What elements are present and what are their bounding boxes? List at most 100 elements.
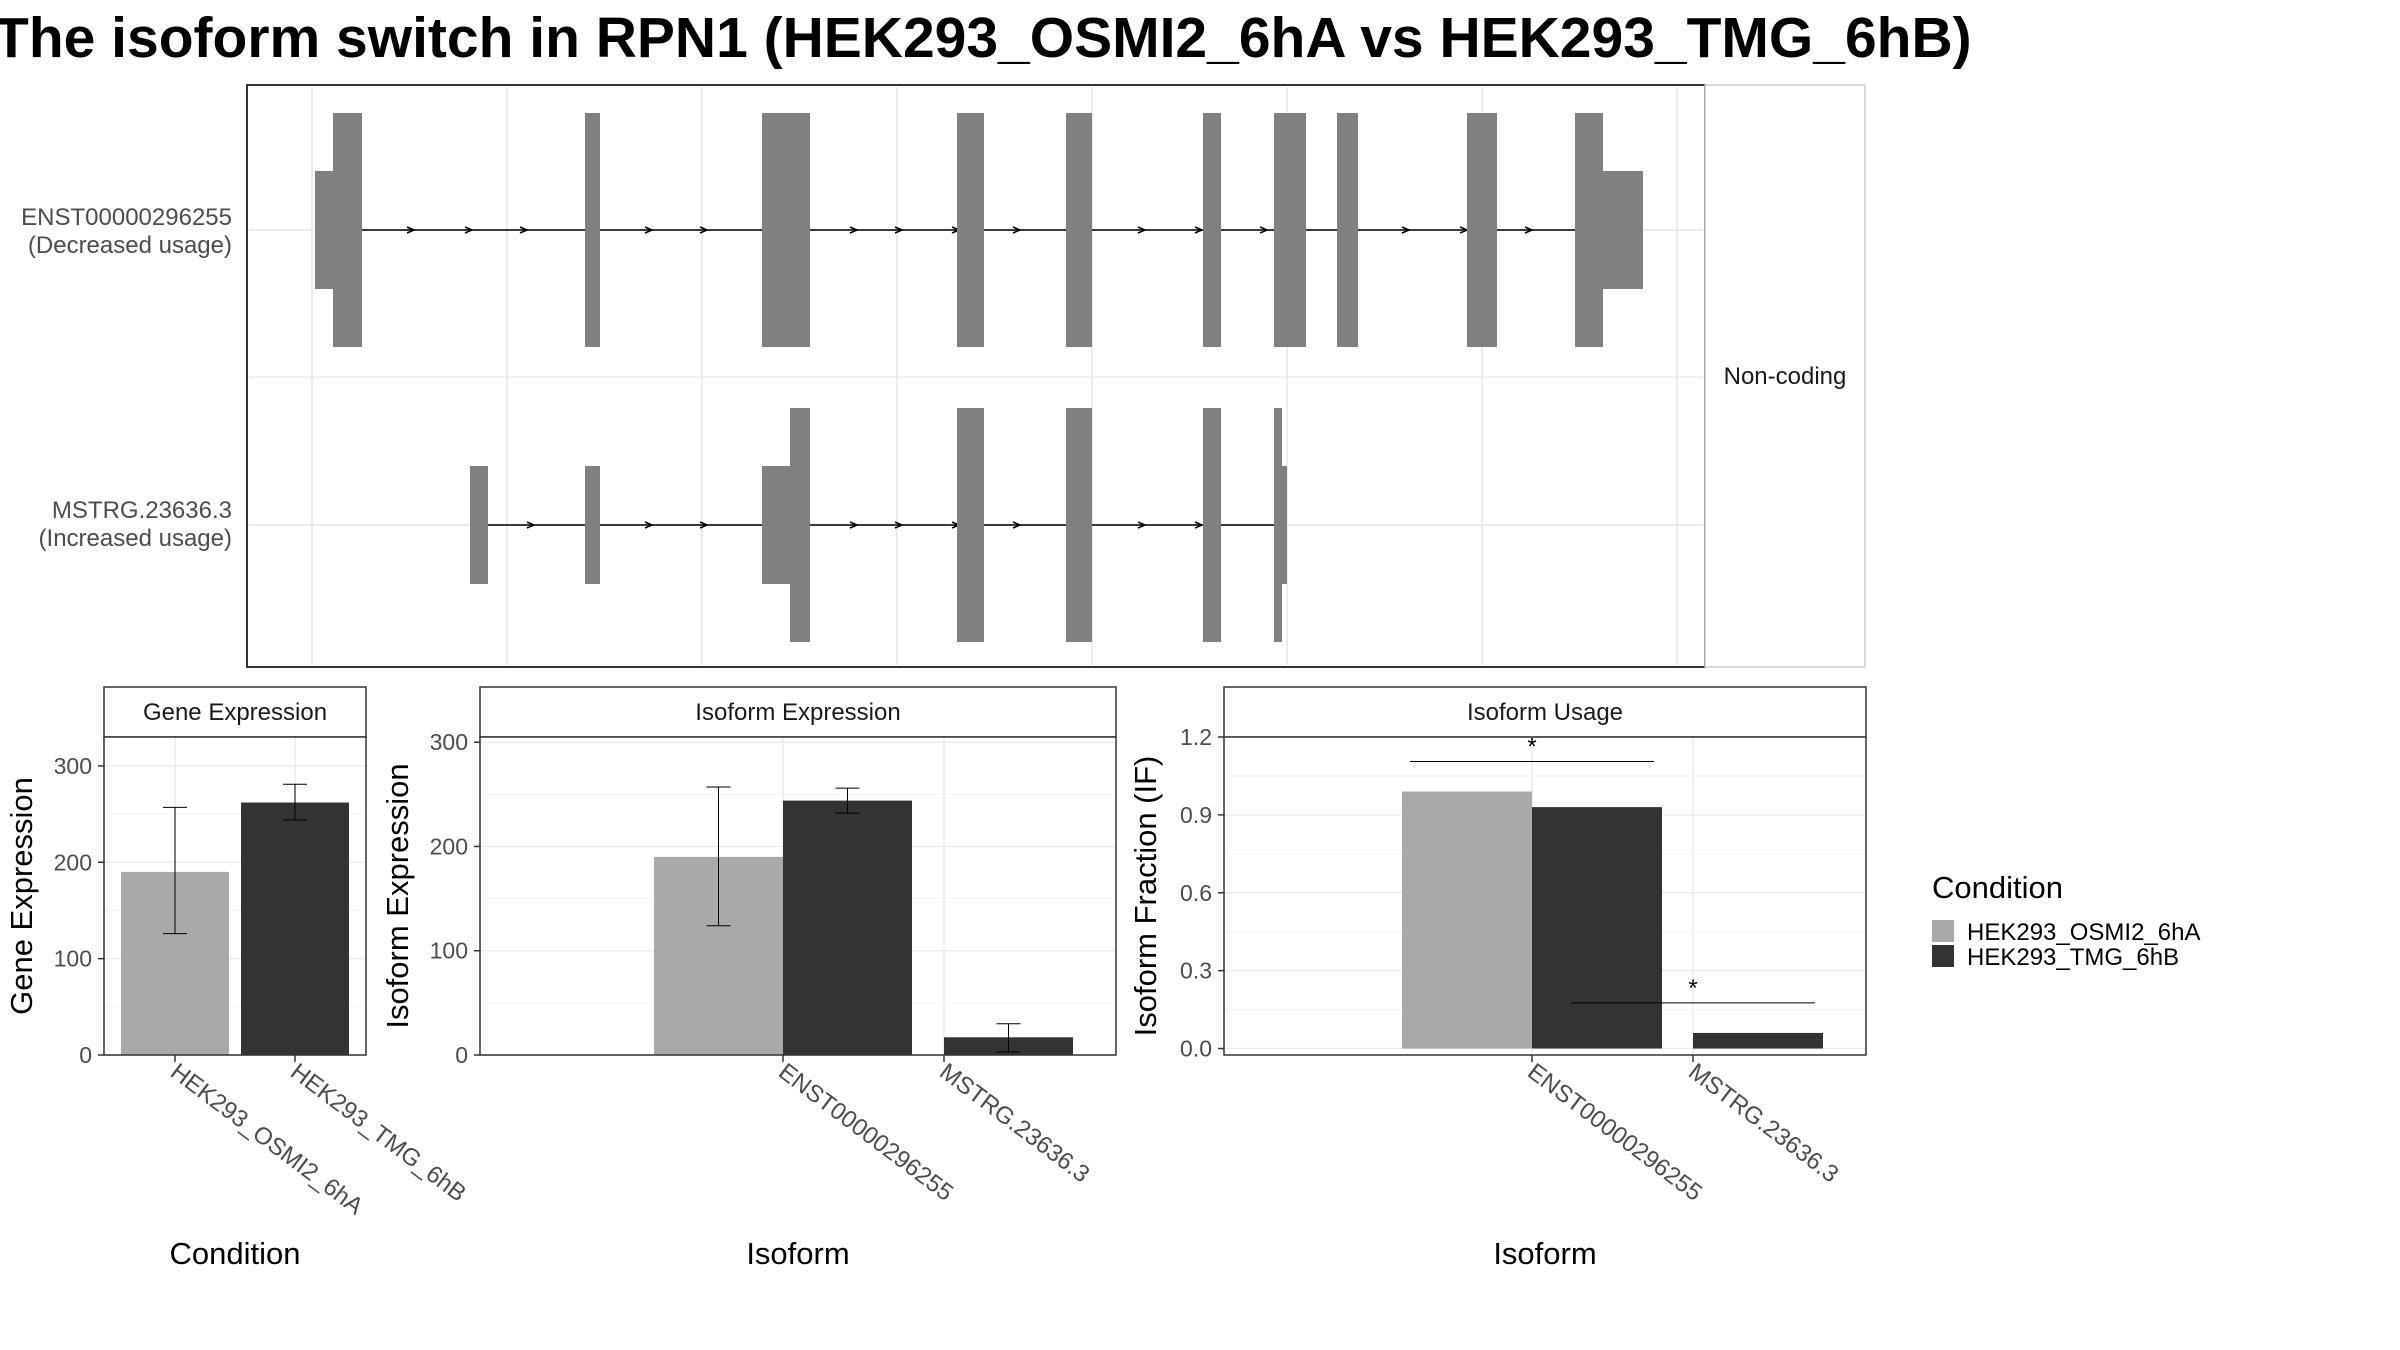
y-tick-label: 0.0: [1180, 1036, 1212, 1062]
intron-direction-arrow: [1012, 226, 1022, 234]
y-tick-label: 100: [430, 938, 468, 964]
coding-exon: [1274, 113, 1306, 347]
coding-exon: [585, 113, 600, 347]
intron-direction-arrow: [1194, 226, 1204, 234]
transcript-2-usage: (Increased usage): [39, 525, 232, 552]
significance-star: *: [1688, 975, 1697, 1002]
intron-direction-arrow: [644, 226, 654, 234]
x-tick-label: MSTRG.23636.3: [1683, 1058, 1843, 1188]
facet-strip: [479, 686, 1117, 738]
transcript-2-id: MSTRG.23636.3: [52, 497, 232, 524]
intron-direction-arrow: [519, 226, 529, 234]
coding-exon: [1203, 113, 1221, 347]
y-tick-label: 200: [54, 849, 92, 875]
plot-border: [103, 736, 367, 1056]
intron-direction-arrow: [406, 226, 416, 234]
intron-direction-arrow: [894, 521, 904, 529]
utr-exon: [762, 466, 790, 584]
y-tick-label: 0.9: [1180, 802, 1212, 828]
coding-exon: [957, 113, 984, 347]
utr-exon: [585, 466, 600, 584]
x-tick-label: ENST00000296255: [773, 1058, 958, 1206]
intron-direction-arrow: [1137, 226, 1147, 234]
utr-exon: [470, 466, 488, 584]
coding-exon: [1066, 113, 1092, 347]
legend-swatch-condA: [1932, 920, 1954, 942]
y-tick-label: 200: [430, 833, 468, 859]
y-tick-label: 300: [54, 753, 92, 779]
intron-direction-arrow: [699, 521, 709, 529]
legend-swatch-condB: [1932, 945, 1954, 967]
coding-exon: [1337, 113, 1358, 347]
y-tick-label: 300: [430, 729, 468, 755]
coding-exon: [1066, 408, 1092, 642]
intron-direction-arrow: [526, 521, 536, 529]
figure-title: The isoform switch in RPN1 (HEK293_OSMI2…: [0, 6, 1972, 70]
chart-panel-2: Isoform Expression 0 100 200 300 ENST00000296…: [380, 686, 1117, 1271]
coding-exon: [790, 408, 810, 642]
legend-label-condB: HEK293_TMG_6hB: [1967, 944, 2179, 971]
y-axis-title: Isoform Expression: [380, 763, 415, 1028]
intron-direction-arrow: [1194, 521, 1204, 529]
plot-border: [1223, 736, 1867, 1056]
intron-direction-arrow: [849, 521, 859, 529]
utr-exon: [1282, 466, 1287, 584]
coding-exon: [1575, 113, 1603, 347]
coding-exon: [1467, 113, 1497, 347]
bar: [1402, 791, 1532, 1049]
chart-panel-3: Isoform Usage 0.0 0.3 0.6 0.9 1.2 * * ENST000002…: [1128, 686, 1867, 1271]
coding-exon: [333, 113, 362, 347]
intron-direction-arrow: [849, 226, 859, 234]
intron-direction-arrow: [894, 226, 904, 234]
coding-exon: [762, 113, 810, 347]
transcript-1-id: ENST00000296255: [21, 204, 232, 231]
plot-border: [479, 736, 1117, 1056]
facet-strip-noncoding: [1704, 84, 1866, 668]
significance-star: *: [1527, 734, 1536, 761]
y-tick-label: 0.3: [1180, 958, 1212, 984]
facet-label-noncoding: Non-coding: [1724, 363, 1847, 390]
x-axis-title: Isoform: [1493, 1236, 1596, 1271]
legend-title: Condition: [1932, 870, 2063, 905]
intron-direction-arrow: [1401, 226, 1411, 234]
legend-label-condA: HEK293_OSMI2_6hA: [1967, 919, 2200, 946]
y-tick-label: 100: [54, 946, 92, 972]
y-tick-label: 1.2: [1180, 724, 1212, 750]
x-tick-label: ENST00000296255: [1522, 1058, 1707, 1206]
intron-direction-arrow: [1524, 226, 1534, 234]
x-tick-label: MSTRG.23636.3: [934, 1058, 1094, 1188]
x-axis-title: Isoform: [746, 1236, 849, 1271]
x-axis-title: Condition: [170, 1236, 301, 1271]
coding-exon: [957, 408, 984, 642]
coding-exon: [1203, 408, 1221, 642]
coding-exon: [1274, 408, 1282, 642]
facet-strip: [103, 686, 367, 738]
bar: [783, 800, 912, 1055]
y-tick-label: 0: [79, 1042, 92, 1068]
transcript-structure-panel: Non-coding ENST00000296255 (Decreased us…: [21, 84, 1866, 668]
y-axis-title: Isoform Fraction (IF): [1128, 756, 1163, 1037]
y-tick-label: 0: [455, 1042, 468, 1068]
transcript-1-usage: (Decreased usage): [28, 232, 232, 259]
intron-direction-arrow: [1012, 521, 1022, 529]
utr-exon: [315, 171, 333, 289]
bar: [241, 802, 349, 1055]
intron-direction-arrow: [644, 521, 654, 529]
bar: [1693, 1032, 1823, 1049]
x-tick-label: HEK293_OSMI2_6hA: [165, 1058, 368, 1220]
y-tick-label: 0.6: [1180, 880, 1212, 906]
bar-charts: Gene Expression 0 100 200 300 HEK293_OSMI2_6h…: [4, 686, 1867, 1271]
legend: Condition HEK293_OSMI2_6hA HEK293_TMG_6h…: [1932, 870, 2200, 971]
facet-strip-label: Gene Expression: [143, 699, 327, 726]
facet-strip-label: Isoform Expression: [695, 699, 900, 726]
utr-exon: [1603, 171, 1643, 289]
intron-direction-arrow: [1259, 226, 1269, 234]
intron-direction-arrow: [699, 226, 709, 234]
facet-strip: [1223, 686, 1867, 738]
intron-direction-arrow: [464, 226, 474, 234]
intron-direction-arrow: [1137, 521, 1147, 529]
facet-strip-label: Isoform Usage: [1467, 699, 1623, 726]
bar: [1532, 807, 1662, 1049]
y-axis-title: Gene Expression: [4, 777, 39, 1015]
